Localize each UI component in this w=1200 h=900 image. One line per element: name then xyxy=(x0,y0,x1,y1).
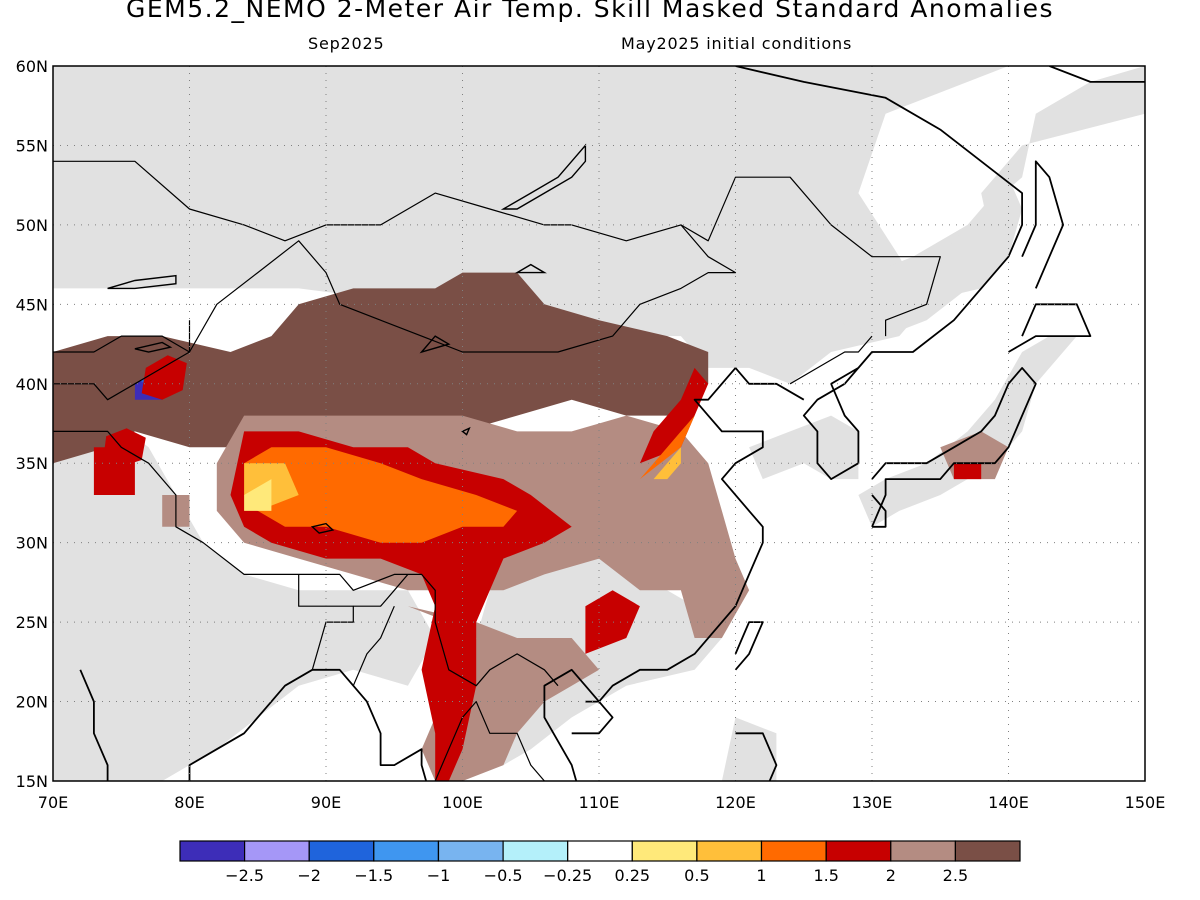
anomaly-region xyxy=(639,367,709,464)
colorbar-box xyxy=(567,840,633,862)
lon-tick-label: 140E xyxy=(988,793,1029,812)
longitude-tick-labels: 70E 80E 90E 100E 110E 120E 130E 140E 150E xyxy=(38,793,1166,812)
lat-tick-label: 15N xyxy=(16,772,48,791)
lat-tick-label: 45N xyxy=(16,295,48,314)
initial-conditions: May2025 initial conditions xyxy=(621,34,853,53)
lake xyxy=(310,522,335,534)
colorbar-label: 0.5 xyxy=(684,866,709,885)
lat-tick-label: 20N xyxy=(16,693,48,712)
coastline xyxy=(871,366,1037,528)
country-border xyxy=(53,430,559,687)
colorbar-label: −1.5 xyxy=(354,866,393,885)
coastline xyxy=(871,494,887,528)
forecast-month: Sep2025 xyxy=(308,34,385,53)
colorbar-label: −1 xyxy=(427,866,451,885)
colorbar-box xyxy=(437,840,504,862)
colorbar-label: 2 xyxy=(886,866,896,885)
lake xyxy=(134,341,173,353)
colorbar-box xyxy=(244,840,310,862)
gridlines xyxy=(53,66,1145,781)
lat-tick-label: 40N xyxy=(16,375,48,394)
latitude-tick-labels: 15N 20N 25N 30N 35N 40N 45N 50N 55N 60N xyxy=(16,57,48,791)
colorbar-label: −2 xyxy=(297,866,321,885)
coastline xyxy=(734,621,764,671)
lon-tick-label: 100E xyxy=(442,793,483,812)
lon-tick-label: 130E xyxy=(852,793,893,812)
coastline xyxy=(79,669,109,781)
lon-tick-label: 110E xyxy=(579,793,620,812)
colorbar-labels: −2.5 −2 −1.5 −1 −0.5 −0.25 0.25 0.5 1 1.5 2 2.5 xyxy=(225,866,968,885)
colorbar-box xyxy=(631,840,698,862)
colorbar-box xyxy=(825,840,892,862)
country-border xyxy=(434,700,545,781)
lake xyxy=(461,426,471,436)
country-border xyxy=(352,605,395,686)
colorbar-box xyxy=(308,840,375,862)
lon-tick-label: 90E xyxy=(311,793,341,812)
coastline xyxy=(735,66,1023,481)
lat-tick-label: 35N xyxy=(16,454,48,473)
colorbar-label: −2.5 xyxy=(225,866,264,885)
lake xyxy=(500,143,587,210)
anomaly-region xyxy=(653,447,681,480)
lon-tick-label: 150E xyxy=(1125,793,1166,812)
country-border xyxy=(53,335,190,353)
coastline xyxy=(312,668,428,781)
lat-tick-label: 25N xyxy=(16,613,48,632)
coastline xyxy=(1021,160,1064,289)
colorbar-label: −0.25 xyxy=(543,866,592,885)
colorbar-box xyxy=(890,840,956,862)
colorbar-box xyxy=(373,840,439,862)
country-border xyxy=(53,160,941,337)
lake xyxy=(514,263,547,274)
country-border xyxy=(353,574,409,607)
anomaly-region xyxy=(639,415,695,480)
colorbar-label: −0.5 xyxy=(484,866,523,885)
coastline xyxy=(1008,303,1092,353)
coastline xyxy=(543,366,805,781)
anomaly-region xyxy=(53,272,709,464)
coastline xyxy=(1049,66,1145,83)
anomaly-region xyxy=(244,447,518,543)
colorbar-box xyxy=(760,840,827,862)
anomaly-region xyxy=(953,463,982,480)
coastlines xyxy=(53,66,1145,781)
country-border xyxy=(188,224,737,353)
colorbar-box xyxy=(179,840,246,862)
lake xyxy=(107,274,177,290)
map-title: GEM5.2_NEMO 2-Meter Air Temp. Skill Mask… xyxy=(126,0,1054,23)
plot-frame xyxy=(52,65,1146,782)
anomaly-region xyxy=(244,479,272,511)
lon-tick-label: 80E xyxy=(174,793,204,812)
lon-tick-label: 120E xyxy=(715,793,756,812)
colorbar-boxes xyxy=(179,840,1021,862)
coastline xyxy=(571,700,614,735)
colorbar-label: 0.25 xyxy=(614,866,650,885)
anomaly-region xyxy=(585,590,640,654)
anomaly-region xyxy=(141,355,187,400)
colorbar-box xyxy=(954,840,1021,862)
colorbar-box xyxy=(502,840,569,862)
anomaly-region xyxy=(749,415,859,480)
lat-tick-label: 60N xyxy=(16,57,48,76)
lat-tick-label: 50N xyxy=(16,216,48,235)
lat-tick-label: 30N xyxy=(16,534,48,553)
lake xyxy=(419,335,451,354)
country-border xyxy=(789,335,873,385)
colorbar-box xyxy=(696,840,763,862)
coastline xyxy=(735,732,778,781)
lon-tick-label: 70E xyxy=(38,793,68,812)
lat-tick-label: 55N xyxy=(16,136,48,155)
colorbar-label: 1 xyxy=(756,866,766,885)
anomaly-region xyxy=(103,428,146,467)
coastline xyxy=(188,669,313,781)
colorbar-label: 1.5 xyxy=(813,866,838,885)
colorbar-label: 2.5 xyxy=(943,866,968,885)
anomaly-region xyxy=(53,383,436,781)
